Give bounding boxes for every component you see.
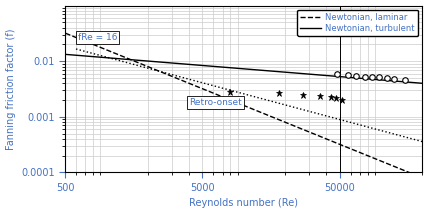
Newtonian, turbulent [88, 55, 93, 58]
Legend: Newtonian, laminar, Newtonian, turbulent: Newtonian, laminar, Newtonian, turbulent [297, 10, 418, 36]
Newtonian, turbulent [343, 76, 348, 78]
Newtonian, laminar [350, 148, 355, 151]
Text: Retro-onset: Retro-onset [189, 98, 242, 107]
Newtonian, turbulent [202, 64, 207, 67]
Y-axis label: Fanning friction factor (f): Fanning friction factor (f) [6, 28, 15, 150]
Newtonian, laminar [49, 26, 54, 29]
X-axis label: Reynolds number (Re): Reynolds number (Re) [189, 198, 298, 208]
Newtonian, laminar [425, 179, 428, 181]
Newtonian, turbulent [425, 82, 428, 85]
Newtonian, laminar [343, 145, 348, 148]
Newtonian, laminar [308, 131, 313, 134]
Newtonian, turbulent [350, 76, 355, 79]
Newtonian, turbulent [49, 52, 54, 55]
Text: fRe = 16: fRe = 16 [78, 33, 117, 42]
Newtonian, turbulent [215, 65, 220, 68]
Newtonian, turbulent [308, 73, 313, 76]
Line: Newtonian, turbulent: Newtonian, turbulent [52, 53, 428, 84]
Newtonian, laminar [215, 94, 220, 96]
Newtonian, laminar [88, 42, 93, 45]
Newtonian, laminar [202, 88, 207, 91]
Line: Newtonian, laminar: Newtonian, laminar [52, 28, 428, 180]
